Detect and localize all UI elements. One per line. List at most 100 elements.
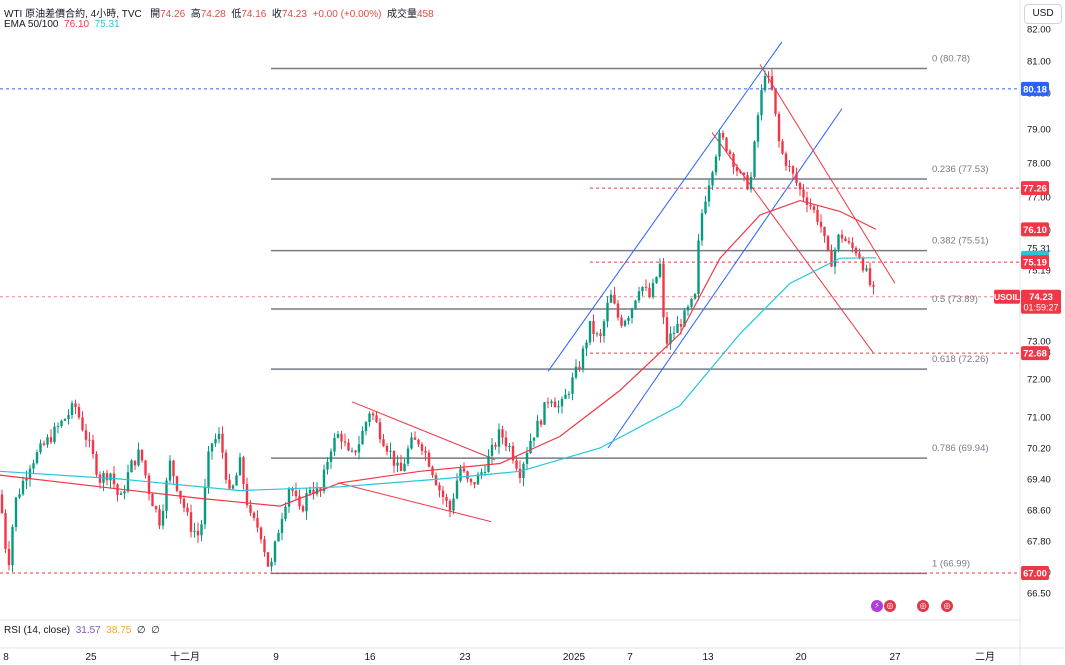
rsi-legend[interactable]: RSI (14, close) 31.57 38.75 ∅ ∅ — [4, 625, 160, 636]
candle-body — [501, 429, 504, 438]
candle-body — [207, 451, 210, 487]
ema-label: EMA 50/100 — [4, 19, 59, 30]
candle-body — [536, 420, 539, 438]
candle-body — [865, 268, 868, 271]
candle-body — [837, 234, 840, 250]
candle-body — [343, 441, 347, 443]
candle-body — [368, 413, 371, 423]
trend-channel-line — [711, 132, 874, 353]
candle-body — [179, 490, 182, 499]
candle-body — [518, 468, 522, 478]
fib-level-label: 0.236 (77.53) — [932, 164, 989, 175]
candle-body — [63, 418, 67, 421]
high-value: 74.28 — [200, 9, 226, 20]
candle-body — [441, 490, 445, 497]
candle-body — [319, 488, 322, 492]
candle-body — [847, 241, 851, 243]
candle-body — [25, 478, 28, 481]
candle-body — [490, 444, 494, 456]
candle-body — [273, 541, 277, 562]
candle-body — [494, 444, 497, 447]
price-label-badge — [1021, 566, 1049, 580]
candle-body — [399, 462, 403, 472]
candle-body — [350, 450, 354, 452]
us-flag-event-icon[interactable]: ◎ — [941, 600, 953, 612]
candle-body — [424, 450, 427, 453]
candle-body — [417, 439, 420, 445]
candle-body — [445, 496, 448, 501]
candle-body — [70, 403, 74, 416]
low-label: 低 — [231, 9, 242, 20]
us-flag-event-icon[interactable]: ◎ — [884, 600, 896, 612]
candle-body — [364, 422, 368, 431]
ema50-value: 76.10 — [64, 19, 90, 30]
candle-body — [599, 333, 602, 337]
candle-body — [14, 497, 18, 527]
candle-body — [690, 298, 693, 307]
candle-body — [564, 394, 567, 399]
candle-body — [210, 443, 214, 452]
candle-body — [844, 238, 847, 242]
candle-body — [613, 294, 616, 304]
candle-body — [630, 308, 634, 319]
lightning-event-icon[interactable]: ⚡ — [871, 600, 883, 612]
symbol-badge — [994, 289, 1020, 304]
candle-body — [56, 425, 60, 427]
candle-body — [375, 415, 378, 423]
candle-body — [483, 471, 487, 473]
rsi-value-4: ∅ — [151, 625, 160, 636]
price-label-badge — [1021, 255, 1049, 270]
fib-level-label: 0.382 (75.51) — [932, 236, 989, 247]
candle-body — [718, 133, 721, 157]
candle-body — [67, 415, 70, 419]
candle-body — [123, 491, 126, 494]
trend-channel-line — [351, 401, 496, 461]
candle-body — [396, 462, 399, 466]
candle-body — [242, 457, 245, 484]
candle-body — [116, 484, 119, 495]
rsi-value-1: 31.57 — [75, 625, 101, 636]
candle-body — [410, 437, 413, 449]
ema-legend[interactable]: EMA 50/100 76.10 75.31 — [4, 19, 120, 30]
candle-body — [340, 434, 343, 442]
trend-channel-line — [759, 64, 896, 284]
price-label-text: 80.18 — [1023, 84, 1047, 95]
candle-body — [431, 466, 434, 476]
candle-body — [382, 439, 385, 447]
candle-body — [749, 176, 753, 190]
candle-body — [284, 506, 287, 519]
candle-body — [291, 488, 294, 491]
candle-body — [217, 433, 221, 440]
candle-body — [742, 172, 746, 176]
y-tick-label: 82.00 — [1027, 25, 1051, 36]
candle-body — [648, 287, 651, 298]
us-flag-event-icon[interactable]: ◎ — [917, 600, 929, 612]
candle-body — [826, 236, 830, 251]
x-tick-label: 20 — [795, 652, 807, 663]
candle-body — [98, 474, 102, 483]
candle-body — [270, 561, 273, 567]
candle-body — [326, 461, 329, 470]
candle-body — [140, 449, 144, 461]
candle-body — [805, 197, 809, 205]
currency-button[interactable]: USD — [1024, 4, 1062, 24]
candle-body — [732, 154, 735, 168]
candle-body — [403, 463, 406, 472]
y-tick-label: 77.00 — [1027, 193, 1051, 204]
candle-body — [543, 402, 546, 425]
rsi-value-3: ∅ — [136, 625, 146, 636]
candle-body — [158, 509, 161, 526]
candle-body — [448, 500, 452, 511]
candle-body — [186, 507, 189, 513]
candle-body — [658, 263, 662, 277]
candle-body — [35, 452, 39, 464]
candle-body — [466, 471, 469, 479]
fib-level-label: 0.786 (69.94) — [932, 443, 989, 454]
y-tick-label: 68.60 — [1027, 506, 1051, 517]
price-label-text: 72.68 — [1023, 349, 1047, 360]
candle-body — [798, 182, 802, 190]
candle-body — [711, 172, 714, 186]
y-tick-label: 73.00 — [1027, 337, 1051, 348]
candle-body — [781, 141, 784, 154]
